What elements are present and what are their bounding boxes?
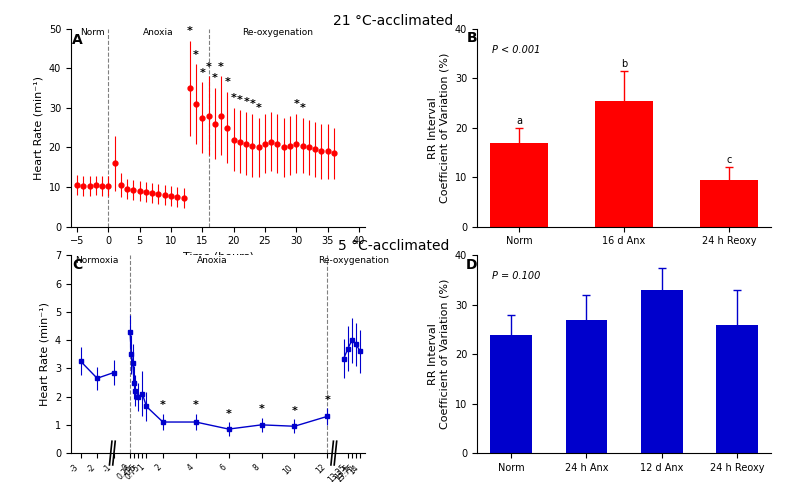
- Text: Anoxia: Anoxia: [143, 28, 174, 37]
- Text: *: *: [249, 99, 255, 109]
- Text: *: *: [226, 409, 231, 419]
- Text: a: a: [516, 116, 523, 126]
- Text: Norm: Norm: [80, 28, 105, 37]
- Text: Re-oxygenation: Re-oxygenation: [318, 255, 389, 265]
- Bar: [566, 320, 607, 453]
- Text: *: *: [259, 404, 264, 415]
- Text: *: *: [187, 26, 193, 36]
- Bar: [595, 101, 653, 227]
- Text: *: *: [237, 95, 243, 105]
- Y-axis label: RR Interval
Coefficient of Variation (%): RR Interval Coefficient of Variation (%): [427, 279, 449, 429]
- Text: *: *: [212, 73, 218, 83]
- X-axis label: Time (hours): Time (hours): [183, 252, 253, 262]
- Text: C: C: [72, 258, 83, 272]
- Text: *: *: [224, 78, 231, 87]
- Text: b: b: [621, 59, 627, 69]
- Bar: [490, 143, 548, 227]
- Text: 5 °C-acclimated: 5 °C-acclimated: [338, 239, 449, 253]
- Bar: [641, 290, 682, 453]
- Text: *: *: [205, 62, 212, 72]
- Text: B: B: [467, 31, 478, 45]
- Text: *: *: [256, 103, 261, 113]
- Text: *: *: [300, 103, 305, 113]
- Text: *: *: [199, 67, 205, 78]
- Text: *: *: [231, 93, 237, 103]
- Text: D: D: [466, 258, 478, 272]
- Y-axis label: Heart Rate (min⁻¹): Heart Rate (min⁻¹): [39, 302, 50, 406]
- Text: A: A: [72, 33, 83, 47]
- Text: *: *: [160, 400, 166, 410]
- Text: 21 °C-acclimated: 21 °C-acclimated: [334, 14, 453, 28]
- Text: Re-oxygenation: Re-oxygenation: [242, 28, 313, 37]
- Text: *: *: [193, 50, 199, 60]
- Bar: [490, 335, 532, 453]
- Text: P = 0.100: P = 0.100: [492, 271, 540, 281]
- Text: *: *: [291, 406, 297, 416]
- Text: *: *: [193, 400, 199, 410]
- Text: *: *: [243, 97, 249, 107]
- Y-axis label: Heart Rate (min⁻¹): Heart Rate (min⁻¹): [33, 76, 43, 180]
- Text: *: *: [218, 62, 224, 72]
- Text: P < 0.001: P < 0.001: [492, 45, 540, 54]
- Text: Anoxia: Anoxia: [197, 255, 227, 265]
- Text: *: *: [324, 395, 331, 404]
- Y-axis label: RR Interval
Coefficient of Variation (%): RR Interval Coefficient of Variation (%): [427, 53, 449, 203]
- Text: *: *: [294, 99, 299, 109]
- Bar: [716, 325, 758, 453]
- Bar: [700, 180, 758, 227]
- Text: c: c: [726, 155, 732, 165]
- Text: Normoxia: Normoxia: [76, 255, 119, 265]
